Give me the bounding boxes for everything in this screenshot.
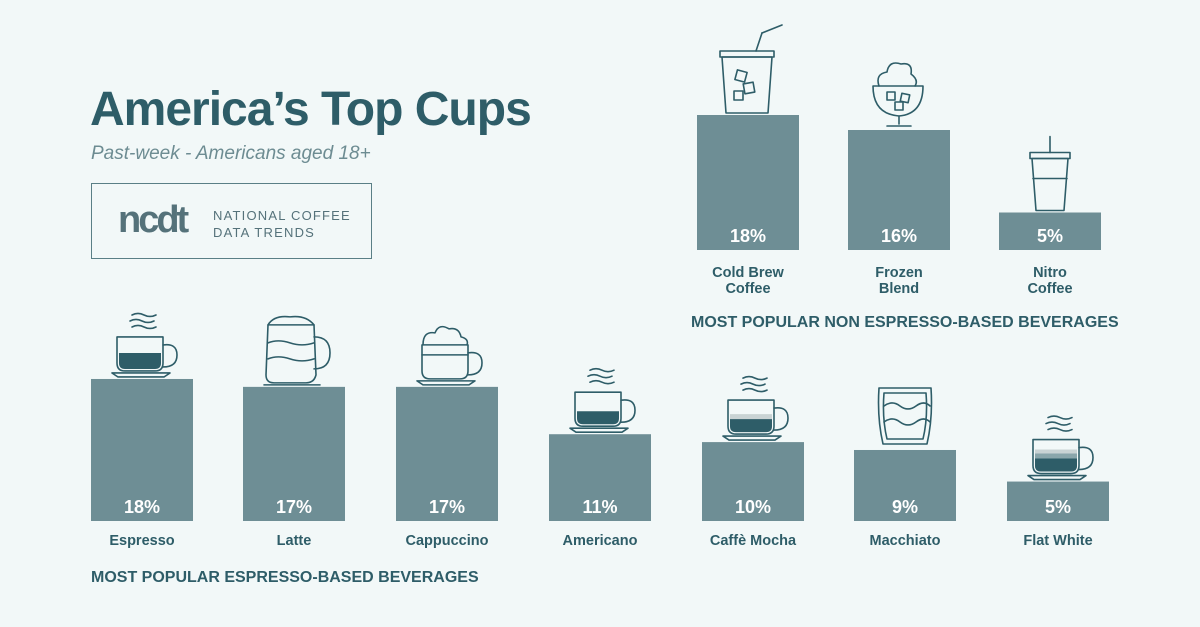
macchiato-glass-icon	[877, 387, 933, 445]
nitro-cup-icon	[1029, 135, 1071, 212]
page-title: America’s Top Cups	[90, 83, 532, 136]
ncdt-logo: ncdt NATIONAL COFFEE DATA TRENDS	[91, 183, 372, 259]
frozen-blend-icon	[872, 62, 924, 127]
bar-value-label: 18%	[730, 226, 766, 246]
bar-macchiato	[854, 449, 956, 521]
category-label: Cappuccino	[406, 533, 489, 549]
bar-value-label: 17%	[276, 497, 312, 517]
category-label: Americano	[563, 533, 638, 549]
bar-value-label: 5%	[1045, 497, 1071, 517]
bar-nitro-coffee	[999, 212, 1101, 250]
bar-flat-white	[1007, 481, 1109, 521]
bar-latte	[243, 386, 345, 521]
category-label: Caffè Mocha	[710, 533, 797, 549]
logo-mark: ncdt	[118, 199, 189, 241]
bar-cappuccino	[396, 386, 498, 521]
category-label: Nitro Coffee	[1027, 265, 1072, 297]
bar-value-label: 11%	[582, 497, 617, 517]
americano-cup-icon	[569, 367, 636, 434]
section-title-espresso: MOST POPULAR ESPRESSO-BASED BEVERAGES	[91, 569, 479, 586]
category-label: Macchiato	[870, 533, 941, 549]
logo-line-2: DATA TRENDS	[213, 225, 316, 240]
bar-value-label: 16%	[881, 226, 917, 246]
category-label: Frozen Blend	[875, 265, 923, 297]
bar-caff-mocha	[702, 442, 804, 521]
flat-white-cup-icon	[1027, 415, 1094, 481]
bar-espresso	[91, 378, 193, 521]
latte-pitcher-icon	[263, 315, 331, 386]
logo-line-1: NATIONAL COFFEE	[213, 208, 351, 223]
bar-value-label: 9%	[892, 497, 918, 517]
bar-value-label: 17%	[429, 497, 465, 517]
iced-cup-icon	[719, 24, 783, 114]
bar-frozen-blend	[848, 130, 950, 250]
bar-americano	[549, 434, 651, 521]
bar-value-label: 5%	[1037, 226, 1063, 246]
category-label: Espresso	[109, 533, 174, 549]
category-label: Latte	[277, 533, 312, 549]
category-label: Flat White	[1023, 533, 1092, 549]
espresso-cup-icon	[111, 312, 178, 378]
mocha-cup-icon	[722, 375, 789, 441]
page-subtitle: Past-week - Americans aged 18+	[91, 143, 371, 164]
bar-value-label: 10%	[735, 497, 771, 517]
bar-value-label: 18%	[124, 497, 160, 517]
bar-cold-brew-coffee	[697, 115, 799, 250]
section-title-non-espresso: MOST POPULAR NON ESPRESSO-BASED BEVERAGE…	[691, 314, 1119, 331]
category-label: Cold Brew Coffee	[712, 265, 784, 297]
cappuccino-cup-icon	[416, 325, 483, 386]
